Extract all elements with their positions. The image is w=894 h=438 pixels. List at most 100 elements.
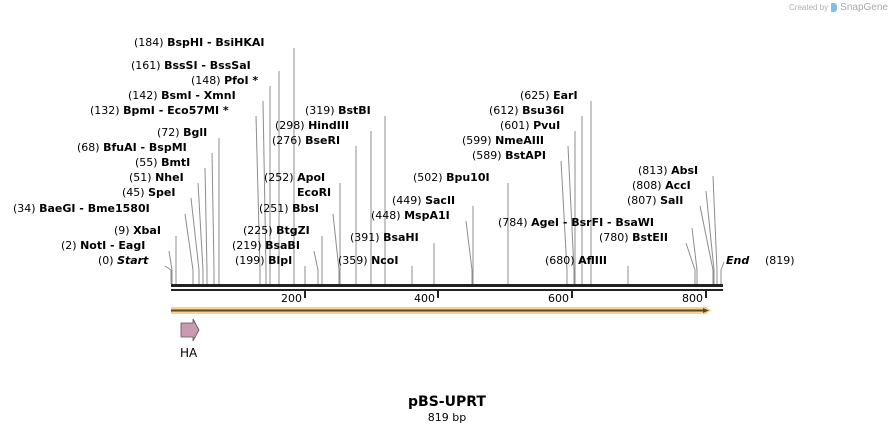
restriction-site[interactable]: EcoRI <box>297 186 341 284</box>
restriction-site[interactable]: (599) NmeAIII <box>462 134 575 284</box>
restriction-site[interactable]: (502) Bpu10I <box>413 171 509 284</box>
restriction-sites: (184) BspHI - BsiHKAI (161) BssSI - BssSa… <box>13 36 795 284</box>
restriction-site[interactable]: (359) NcoI <box>338 254 413 284</box>
restriction-site[interactable]: (72) BglI <box>157 126 220 284</box>
svg-text:(819): (819) <box>765 254 795 267</box>
restriction-site[interactable]: (161) BssSI - BssSaI <box>131 59 280 284</box>
svg-text:(449) SacII: (449) SacII <box>392 194 455 207</box>
restriction-site[interactable]: (391) BsaHI <box>350 231 435 284</box>
svg-text:(0) Start: (0) Start <box>98 254 149 267</box>
site-name: HindIII <box>308 119 349 132</box>
restriction-site[interactable]: (807) SalI <box>627 194 714 284</box>
site-name: PfoI * <box>224 74 258 87</box>
site-name: SpeI <box>148 186 175 199</box>
site-name: BstAPI <box>505 149 546 162</box>
restriction-site[interactable]: (132) BpmI - Eco57MI * <box>90 104 261 284</box>
restriction-site[interactable]: (612) Bsu36I <box>489 104 583 284</box>
construct-name: pBS-UPRT <box>408 394 486 410</box>
restriction-site[interactable]: (142) BsmI - XmnI <box>128 89 267 284</box>
svg-text:(298) HindIII: (298) HindIII <box>275 119 349 132</box>
restriction-site[interactable]: (0) Start <box>98 254 172 284</box>
restriction-site[interactable]: (813) AbsI <box>638 164 718 284</box>
svg-text:(34) BaeGI - Bme1580I: (34) BaeGI - Bme1580I <box>13 202 150 215</box>
svg-text:(199) BlpI: (199) BlpI <box>235 254 292 267</box>
site-position: (45) <box>122 186 148 199</box>
site-name: Bpu10I <box>446 171 490 184</box>
restriction-site[interactable]: (51) NheI <box>129 171 204 284</box>
svg-text:400: 400 <box>414 292 435 305</box>
site-position: (148) <box>191 74 224 87</box>
restriction-site[interactable]: (34) BaeGI - Bme1580I <box>13 202 194 284</box>
svg-text:(72) BglI: (72) BglI <box>157 126 207 139</box>
site-position: (251) <box>259 202 292 215</box>
restriction-site[interactable]: (601) PvuI <box>500 119 576 284</box>
restriction-site[interactable]: (784) AgeI - BsrFI - BsaWI <box>498 216 698 284</box>
site-position: (0) <box>98 254 117 267</box>
restriction-site[interactable]: (808) AccI <box>632 179 715 284</box>
restriction-site[interactable]: (448) MspA1I <box>371 209 473 284</box>
site-name: NotI - EagI <box>80 239 145 252</box>
site-name: BpmI - Eco57MI * <box>123 104 229 117</box>
ha-feature-arrow[interactable] <box>180 318 200 342</box>
site-position: (55) <box>135 156 161 169</box>
restriction-site[interactable]: (68) BfuAI - BspMI <box>77 141 215 284</box>
restriction-site[interactable]: (219) BsaBI <box>232 239 319 284</box>
restriction-site[interactable]: (45) SpeI <box>122 186 200 284</box>
site-position: (448) <box>371 209 404 222</box>
site-name: AccI <box>665 179 691 192</box>
restriction-site[interactable]: (251) BbsI <box>259 202 340 284</box>
site-name: BstBI <box>338 104 371 117</box>
site-position: (276) <box>272 134 305 147</box>
ruler-ticks: 200 400 600 800 <box>281 291 707 305</box>
ruler-tick: 800 <box>682 291 707 305</box>
site-name: EarI <box>553 89 577 102</box>
svg-text:(780) BstEII: (780) BstEII <box>599 231 668 244</box>
restriction-site[interactable]: (680) AflIII <box>545 254 629 284</box>
restriction-site[interactable]: (319) BstBI <box>305 104 386 284</box>
backbone-bottom-strand <box>171 289 723 291</box>
site-name: AflIII <box>578 254 607 267</box>
restriction-site[interactable]: (9) XbaI <box>114 224 177 284</box>
restriction-site[interactable]: (184) BspHI - BsiHKAI <box>134 36 295 284</box>
restriction-site[interactable]: (55) BmtI <box>135 156 208 284</box>
site-name: Start <box>117 254 149 267</box>
site-position: (225) <box>243 224 276 237</box>
svg-text:(589) BstAPI: (589) BstAPI <box>472 149 546 162</box>
svg-text:(252) ApoI: (252) ApoI <box>264 171 325 184</box>
svg-text:(359) NcoI: (359) NcoI <box>338 254 398 267</box>
site-name: BspHI - BsiHKAI <box>167 36 264 49</box>
orange-feature-arrow[interactable] <box>171 306 712 315</box>
site-name: EcoRI <box>297 186 331 199</box>
site-position: (784) <box>498 216 531 229</box>
restriction-site[interactable]: (625) EarI <box>520 89 592 284</box>
svg-text:(784) AgeI - BsrFI - BsaWI: (784) AgeI - BsrFI - BsaWI <box>498 216 654 229</box>
restriction-site[interactable]: (2) NotI - EagI <box>61 239 173 284</box>
site-name: BbsI <box>292 202 319 215</box>
credit-brand: SnapGene <box>840 2 888 13</box>
svg-text:(142) BsmI - XmnI: (142) BsmI - XmnI <box>128 89 236 102</box>
site-position: (807) <box>627 194 660 207</box>
site-position: (808) <box>632 179 665 192</box>
restriction-site[interactable]: (589) BstAPI <box>472 149 568 284</box>
site-position: (780) <box>599 231 632 244</box>
restriction-site[interactable]: (449) SacII <box>392 194 474 284</box>
svg-text:(132) BpmI - Eco57MI *: (132) BpmI - Eco57MI * <box>90 104 229 117</box>
svg-text:(184) BspHI - BsiHKAI: (184) BspHI - BsiHKAI <box>134 36 264 49</box>
restriction-site[interactable]: (298) HindIII <box>275 119 372 284</box>
restriction-site[interactable]: (225) BtgZI <box>243 224 323 284</box>
svg-text:(599) NmeAIII: (599) NmeAIII <box>462 134 544 147</box>
restriction-site[interactable]: (276) BseRI <box>272 134 357 284</box>
svg-text:(391) BsaHI: (391) BsaHI <box>350 231 419 244</box>
restriction-site[interactable]: (780) BstEII <box>599 231 696 284</box>
site-name: BsaBI <box>265 239 300 252</box>
site-position: (599) <box>462 134 495 147</box>
restriction-site[interactable]: (148) PfoI * <box>191 74 271 284</box>
site-position: (34) <box>13 202 39 215</box>
restriction-site[interactable]: (199) BlpI <box>235 254 306 284</box>
site-name: AgeI - BsrFI - BsaWI <box>531 216 654 229</box>
svg-text:(448) MspA1I: (448) MspA1I <box>371 209 450 222</box>
svg-text:(808) AccI: (808) AccI <box>632 179 691 192</box>
svg-text:(807) SalI: (807) SalI <box>627 194 683 207</box>
svg-text:(813) AbsI: (813) AbsI <box>638 164 698 177</box>
site-name: PvuI <box>533 119 560 132</box>
